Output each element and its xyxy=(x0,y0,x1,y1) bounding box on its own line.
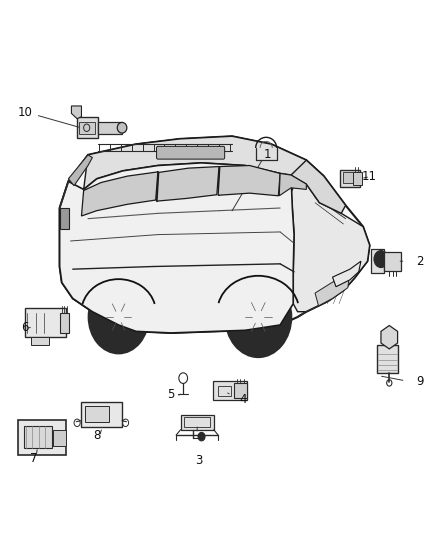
Bar xyxy=(218,385,231,396)
Polygon shape xyxy=(71,106,81,119)
Bar xyxy=(53,430,66,446)
Text: 4: 4 xyxy=(239,393,247,406)
Text: 3: 3 xyxy=(196,454,203,467)
Bar xyxy=(60,208,69,229)
Bar xyxy=(77,117,98,138)
Bar xyxy=(79,122,95,134)
Circle shape xyxy=(374,251,388,268)
Bar xyxy=(353,172,362,185)
Polygon shape xyxy=(84,136,324,189)
Bar xyxy=(343,172,353,183)
Bar xyxy=(180,415,214,430)
Text: 10: 10 xyxy=(17,106,32,119)
Text: 9: 9 xyxy=(416,375,424,389)
Polygon shape xyxy=(218,165,280,196)
Circle shape xyxy=(106,302,131,332)
Circle shape xyxy=(198,432,205,441)
Text: 2: 2 xyxy=(416,255,424,268)
Bar xyxy=(18,420,66,455)
Bar xyxy=(256,148,277,160)
Bar xyxy=(31,337,49,345)
Bar xyxy=(81,401,122,427)
Bar xyxy=(85,406,109,422)
Bar xyxy=(377,345,398,373)
Ellipse shape xyxy=(117,123,127,133)
Bar xyxy=(98,122,122,134)
Circle shape xyxy=(244,300,272,334)
Text: 11: 11 xyxy=(362,169,377,183)
Polygon shape xyxy=(60,136,370,333)
Text: 5: 5 xyxy=(167,387,175,401)
Polygon shape xyxy=(81,172,158,216)
Bar xyxy=(234,383,247,398)
Bar xyxy=(24,426,52,448)
Bar xyxy=(340,170,360,187)
Bar xyxy=(371,249,385,273)
Polygon shape xyxy=(291,179,370,312)
Polygon shape xyxy=(381,326,398,349)
Polygon shape xyxy=(332,261,361,287)
Circle shape xyxy=(113,311,124,324)
Text: 8: 8 xyxy=(93,429,100,441)
Polygon shape xyxy=(315,272,350,306)
Polygon shape xyxy=(291,160,346,213)
Circle shape xyxy=(89,281,148,353)
Text: 1: 1 xyxy=(263,148,271,161)
Polygon shape xyxy=(68,155,92,185)
Text: 7: 7 xyxy=(30,453,37,465)
Bar xyxy=(25,308,66,337)
FancyBboxPatch shape xyxy=(156,147,225,159)
Circle shape xyxy=(97,291,140,343)
Bar xyxy=(213,381,247,400)
Circle shape xyxy=(235,288,282,346)
Bar xyxy=(384,252,401,271)
Polygon shape xyxy=(157,166,219,201)
Circle shape xyxy=(226,277,291,357)
Bar xyxy=(184,417,210,427)
Polygon shape xyxy=(279,173,306,196)
Text: 6: 6 xyxy=(21,321,28,334)
Polygon shape xyxy=(60,163,294,333)
Circle shape xyxy=(252,310,264,324)
Bar xyxy=(60,313,69,333)
